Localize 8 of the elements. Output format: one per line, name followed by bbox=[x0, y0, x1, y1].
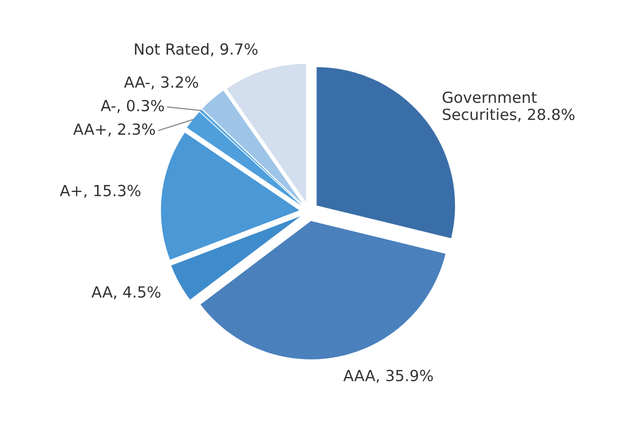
slice-label: AA-, 3.2% bbox=[124, 76, 198, 90]
slice-label: AAA, 35.9% bbox=[343, 370, 433, 383]
slice-label: A+, 15.3% bbox=[60, 184, 140, 198]
slice-label: AA, 4.5% bbox=[92, 286, 160, 300]
slice-label: AA+, 2.3% bbox=[73, 123, 155, 136]
slice-label: Government Securities, 28.8% bbox=[442, 91, 574, 122]
slice-label: Not Rated, 9.7% bbox=[134, 43, 258, 56]
slice-label: A-, 0.3% bbox=[100, 100, 164, 113]
